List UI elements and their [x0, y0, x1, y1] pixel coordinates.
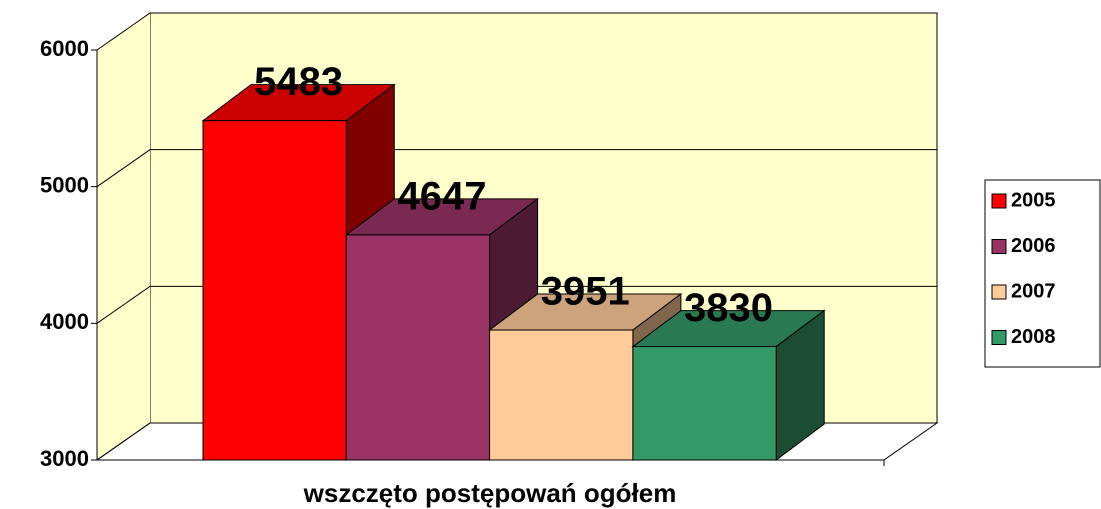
- y-tick-label: 6000: [40, 36, 89, 61]
- legend-label: 2006: [1011, 235, 1056, 257]
- bar: [632, 346, 777, 461]
- legend-label: 2005: [1011, 189, 1056, 211]
- value-label: 4647: [397, 174, 486, 218]
- bar: [489, 329, 634, 461]
- bar: [345, 234, 491, 461]
- legend-swatch: [991, 284, 1007, 300]
- side-wall: [97, 13, 150, 460]
- legend-swatch: [991, 239, 1007, 254]
- legend-label: 2008: [1011, 326, 1056, 348]
- legend-swatch: [991, 330, 1007, 345]
- y-tick-label: 4000: [40, 309, 89, 334]
- grid-line: [96, 149, 937, 188]
- value-label: 3951: [541, 270, 630, 314]
- legend-swatch: [991, 193, 1007, 209]
- x-tick-label: wszczęto postępowań ogółem: [303, 478, 677, 508]
- legend-label: 2007: [1011, 280, 1056, 302]
- y-tick-label: 5000: [40, 172, 89, 197]
- value-label: 3830: [684, 286, 773, 330]
- y-tick-label: 3000: [40, 446, 89, 471]
- grid-line: [96, 285, 937, 324]
- value-label: 5483: [254, 60, 343, 104]
- bar: [202, 120, 347, 461]
- grid-line: [96, 12, 937, 51]
